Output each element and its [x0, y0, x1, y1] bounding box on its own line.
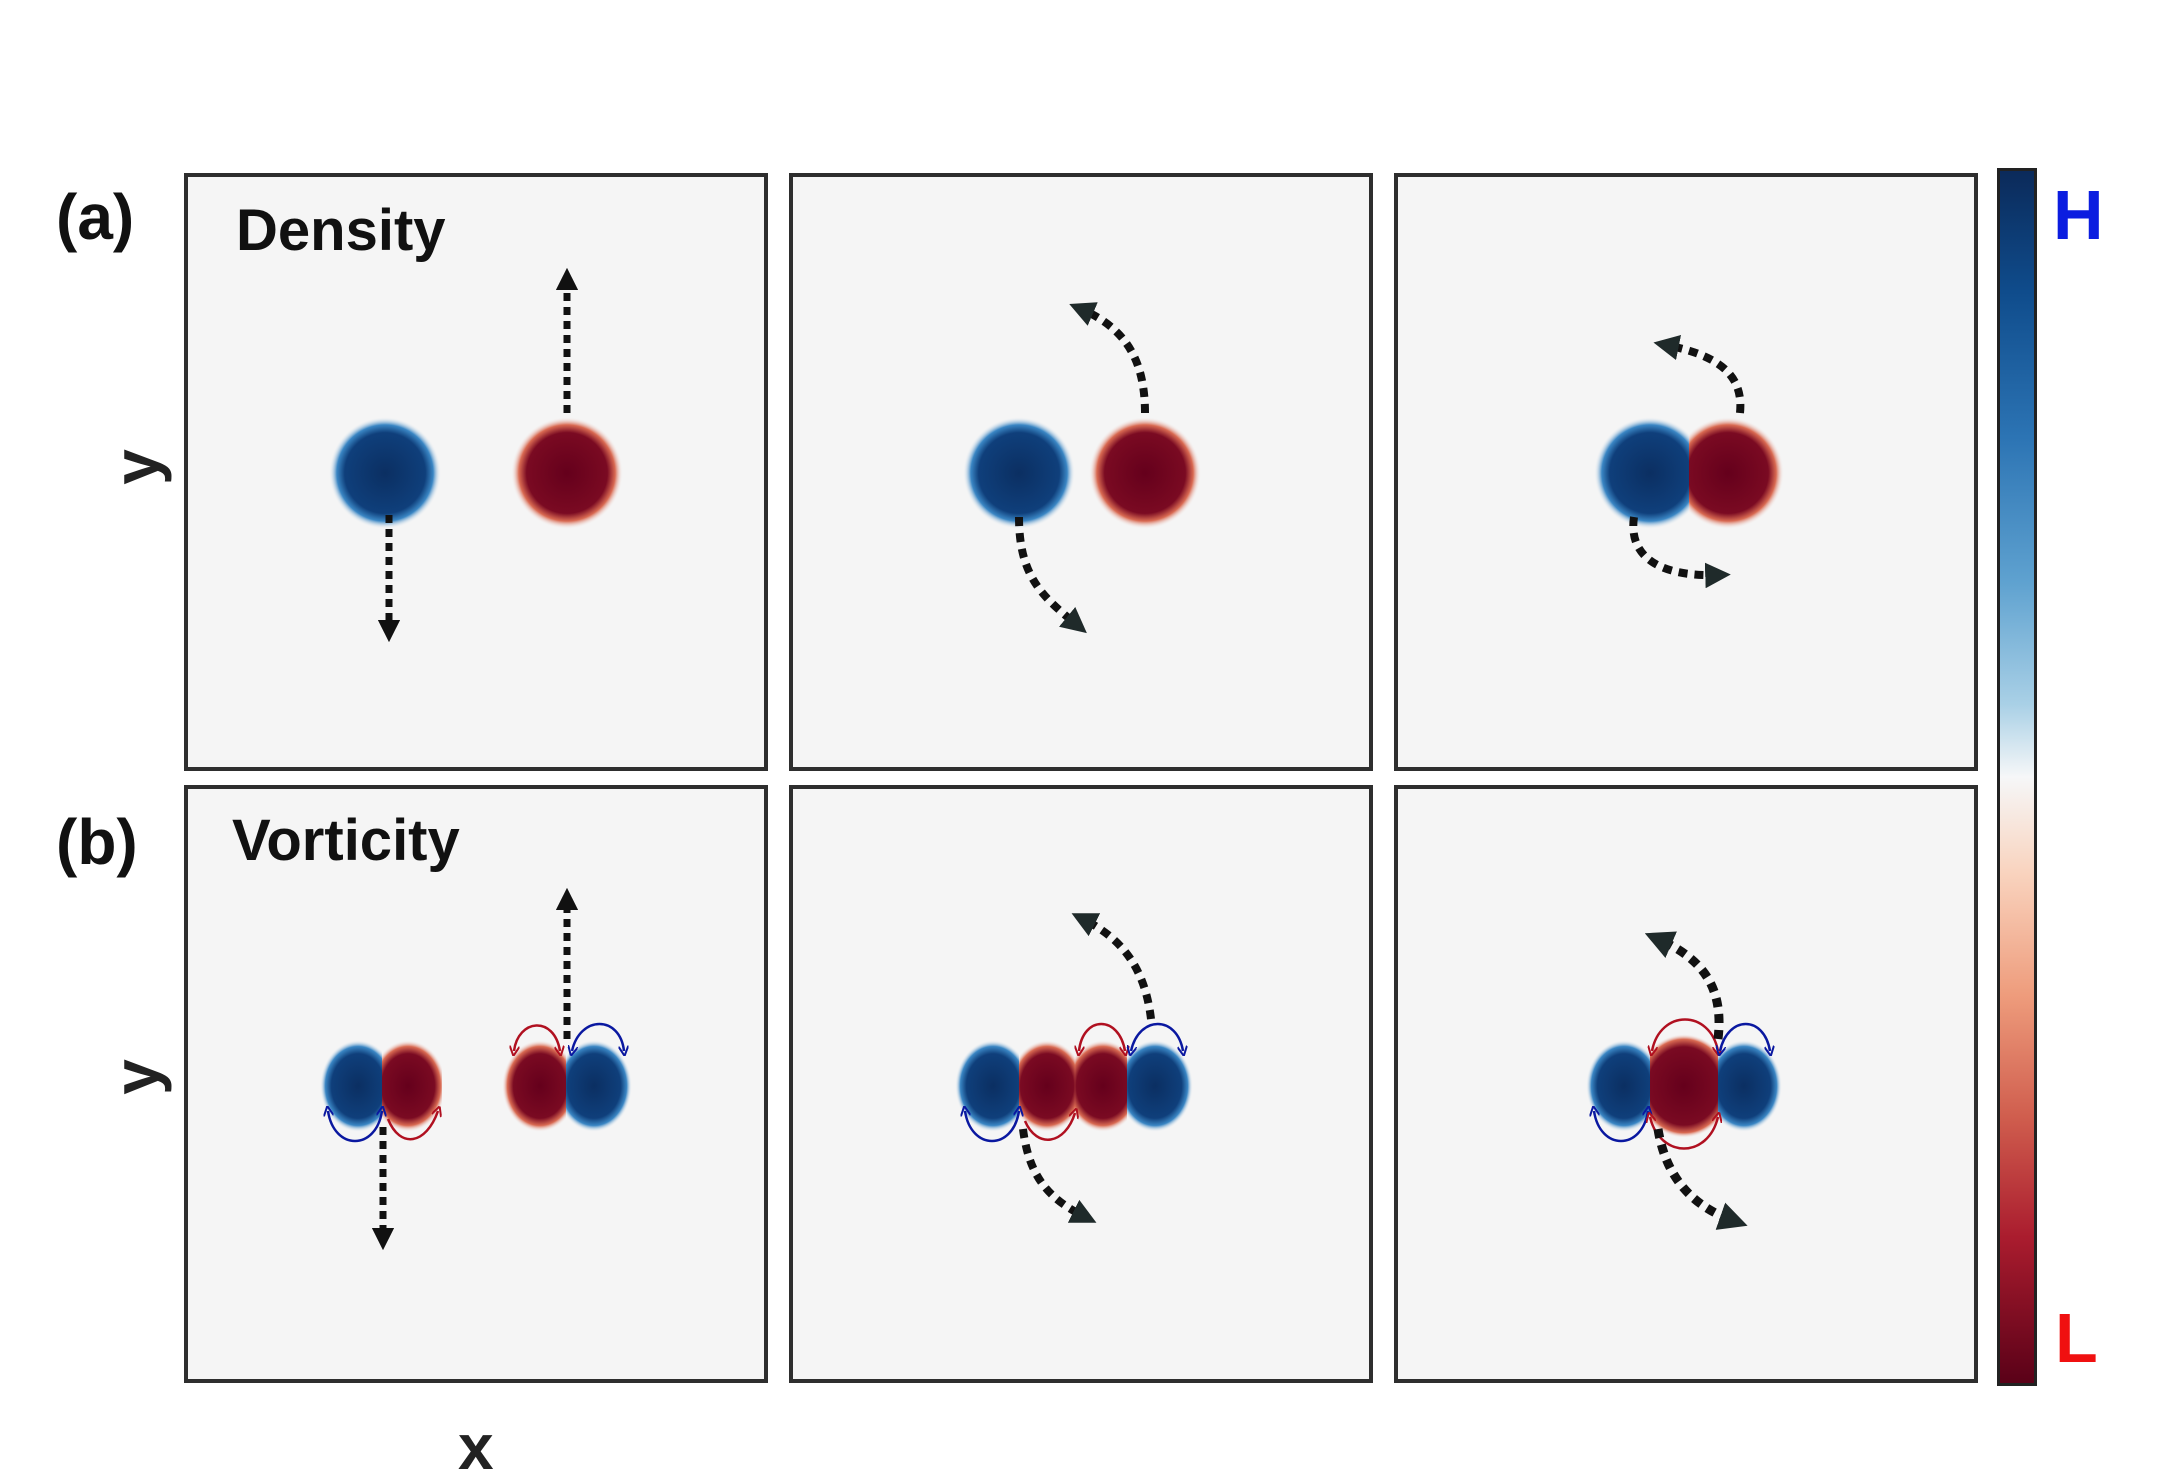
rotation-arrow-blue	[965, 1111, 1019, 1143]
vorticity-title: Vorticity	[232, 808, 460, 873]
rotation-arrow-blue	[328, 1111, 382, 1143]
density-plot-2	[963, 302, 1201, 634]
colorbar	[1997, 168, 2037, 1386]
vortex-blue	[566, 1040, 632, 1132]
density-blob-positive	[963, 417, 1075, 529]
rotation-arrow-red	[1079, 1022, 1125, 1051]
motion-arrow-down-curved	[1015, 516, 1087, 634]
colorbar-high-label: H	[2053, 176, 2104, 254]
vorticity-plot-2	[955, 913, 1193, 1223]
density-panel-1: Density	[184, 173, 768, 771]
density-panel-2	[789, 173, 1373, 771]
motion-arrow-up-curved	[1069, 302, 1149, 414]
density-blob-negative	[1689, 417, 1784, 529]
density-blob-negative	[511, 417, 623, 529]
y-axis-label-top: y	[99, 449, 172, 485]
density-panel-3	[1394, 173, 1978, 771]
vortex-red	[1019, 1040, 1075, 1132]
vortex-red	[502, 1040, 566, 1132]
rotation-arrow-red	[514, 1024, 560, 1051]
rotation-arrow-blue	[572, 1022, 624, 1051]
rotation-arrow-blue	[1131, 1022, 1183, 1051]
rotation-arrow-red	[1652, 1018, 1718, 1052]
density-blob-positive	[1594, 417, 1689, 529]
vorticity-panel-3	[1394, 785, 1978, 1383]
motion-arrow-down-curved	[1019, 1128, 1097, 1223]
motion-arrow-up-curved	[1071, 913, 1155, 1020]
colorbar-low-label: L	[2055, 1299, 2098, 1377]
density-plot-1	[329, 267, 623, 643]
density-title: Density	[236, 198, 446, 263]
rotation-arrow-blue	[1594, 1111, 1648, 1143]
density-plot-3	[1594, 334, 1784, 589]
row-label-a: (a)	[56, 181, 135, 253]
rotation-arrow-red	[386, 1111, 438, 1141]
motion-arrow-up-curved	[1653, 334, 1745, 414]
vortex-blue	[1127, 1040, 1193, 1132]
motion-arrow-down-curved	[1629, 516, 1731, 589]
row-label-b: (b)	[56, 806, 138, 878]
vorticity-plot-1	[320, 887, 632, 1251]
rotation-arrow-red	[1650, 1117, 1718, 1150]
motion-arrow-down-curved	[1653, 1128, 1748, 1230]
density-blob-positive	[329, 417, 441, 529]
vorticity-panel-2	[789, 785, 1373, 1383]
vortex-red	[1075, 1040, 1127, 1132]
density-blob-negative	[1089, 417, 1201, 529]
rotation-arrow-blue	[1720, 1022, 1770, 1051]
x-axis-label: x	[458, 1411, 494, 1483]
vorticity-panel-1: Vorticity	[184, 785, 768, 1383]
rotation-arrow-red	[1023, 1113, 1075, 1141]
y-axis-label-bottom: y	[99, 1059, 172, 1095]
vortex-blue	[1718, 1040, 1782, 1132]
vortex-red	[382, 1040, 442, 1132]
vorticity-plot-3	[1586, 931, 1782, 1230]
